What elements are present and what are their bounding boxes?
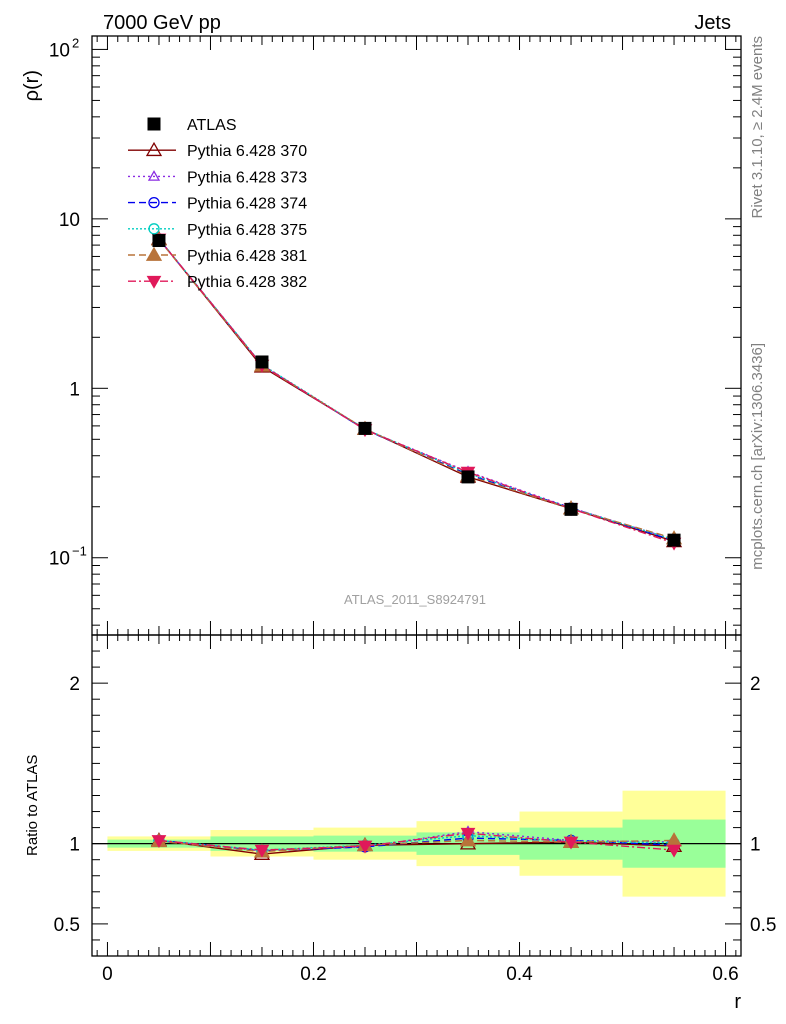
legend-marker: [148, 223, 160, 235]
xlabel: r: [734, 991, 741, 1013]
data-point: [564, 502, 578, 516]
legend-item: Pythia 6.428 374: [128, 196, 307, 213]
ratio-point: [666, 844, 682, 858]
legend-item: Pythia 6.428 373: [128, 169, 307, 186]
ratio-series: [150, 825, 683, 860]
legend: ATLAS Pythia 6.428 370 Pythia 6.428 373 Pyt…: [128, 117, 307, 291]
data-point: [255, 355, 269, 369]
legend-label: Pythia 6.428 382: [187, 274, 307, 291]
y-tick-label: 1: [69, 379, 80, 400]
ratio-line: [158, 832, 675, 851]
legend-label: Pythia 6.428 375: [187, 222, 307, 239]
data-point: [358, 421, 372, 435]
ratio-point: [563, 836, 579, 850]
legend-label: ATLAS: [187, 117, 237, 134]
legend-label: Pythia 6.428 370: [187, 143, 307, 160]
data-point: [461, 470, 475, 484]
ratio-y-tick-label-right: 1: [750, 835, 761, 856]
header-left: 7000 GeV pp: [103, 12, 221, 34]
legend-item: Pythia 6.428 370: [128, 141, 307, 160]
legend-marker: [146, 275, 162, 289]
mcplots-label: mcplots.cern.ch [arXiv:1306.3436]: [749, 343, 766, 570]
main-ylabel: ρ(r): [21, 70, 43, 101]
ratio-point: [357, 840, 373, 854]
series-line: [158, 238, 675, 544]
ratio-y-tick-label-right: 2: [750, 674, 761, 695]
y-tick-label: 10: [59, 210, 80, 231]
data-point: [667, 533, 681, 547]
ratio-ylabel: Ratio to ATLAS: [24, 755, 41, 856]
series-atlas: [152, 234, 681, 547]
axis-ticks: [92, 36, 741, 957]
legend-item: Pythia 6.428 375: [128, 222, 307, 239]
ratio-point: [151, 835, 167, 848]
header-right: Jets: [694, 12, 731, 34]
y-tick-label: 10: [49, 549, 70, 570]
x-tick-label: 0.2: [300, 964, 326, 985]
legend-label: Pythia 6.428 373: [187, 169, 307, 186]
ratio-series-pythia-6-428-382: [151, 827, 682, 858]
legend-item: Pythia 6.428 382: [128, 274, 307, 291]
legend-item: ATLAS: [147, 117, 237, 134]
ratio-line: [158, 839, 675, 855]
ratio-y-tick-label: 0.5: [54, 915, 80, 936]
y-tick-exponent: 2: [72, 35, 79, 50]
y-tick-label: 10: [49, 40, 70, 61]
ratio-y-tick-label-right: 0.5: [750, 915, 776, 936]
x-tick-label: 0: [102, 964, 113, 985]
legend-marker: [145, 141, 163, 157]
x-tick-label: 0.6: [712, 964, 738, 985]
legend-item: Pythia 6.428 381: [128, 246, 307, 265]
ratio-point: [460, 827, 476, 841]
legend-marker: [145, 246, 163, 261]
ratio-y-tick-label: 1: [69, 835, 80, 856]
legend-label: Pythia 6.428 374: [187, 196, 307, 213]
ratio-point: [254, 844, 270, 858]
ratio-line: [158, 839, 675, 853]
legend-marker: [148, 196, 160, 209]
y-tick-exponent: −1: [72, 544, 87, 559]
ratio-y-tick-label: 2: [69, 674, 80, 695]
main-series: [150, 230, 683, 551]
data-point: [152, 234, 166, 248]
legend-label: Pythia 6.428 381: [187, 248, 307, 265]
series-line: [158, 239, 675, 540]
watermark: ATLAS_2011_S8924791: [344, 592, 486, 607]
x-tick-label: 0.4: [506, 964, 533, 985]
legend-marker: [147, 170, 161, 181]
legend-marker: [147, 117, 161, 131]
rivet-label: Rivet 3.1.10, ≥ 2.4M events: [749, 36, 766, 219]
